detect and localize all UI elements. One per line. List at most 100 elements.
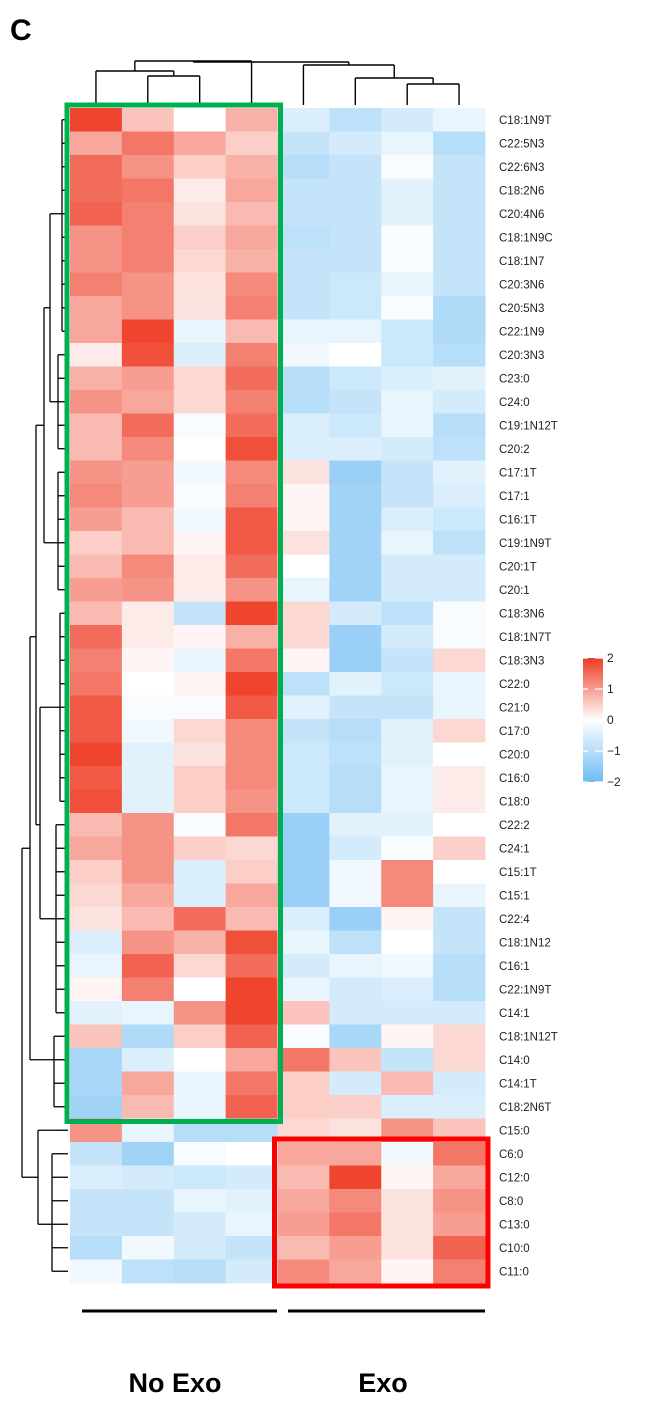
heatmap-cell (225, 883, 278, 908)
heatmap-cell (70, 1259, 123, 1284)
heatmap-cell (173, 1095, 227, 1119)
row-label: C18:0 (499, 796, 530, 808)
heatmap-cell (121, 131, 175, 156)
heatmap-cell (225, 1165, 278, 1190)
heatmap-cell (433, 108, 486, 132)
heatmap-cell (121, 272, 175, 297)
heatmap-cell (70, 672, 123, 696)
heatmap-cell (277, 719, 330, 743)
heatmap-cell (70, 977, 123, 1002)
heatmap-cell (121, 860, 175, 884)
heatmap-cell (381, 366, 434, 391)
heatmap-cell (277, 366, 330, 391)
heatmap-cell (121, 930, 175, 955)
row-label: C14:1 (499, 1008, 530, 1020)
heatmap-cell (121, 484, 175, 508)
heatmap-cell (173, 272, 227, 297)
heatmap-cell (433, 1071, 486, 1096)
heatmap-cell (329, 202, 382, 226)
heatmap-cell (381, 225, 434, 250)
heatmap-cell (277, 1259, 330, 1284)
row-label: C16:1 (499, 961, 530, 973)
row-label: C18:3N6 (499, 608, 544, 620)
heatmap-cell (433, 719, 486, 743)
heatmap-cell (70, 343, 123, 367)
heatmap-cell (225, 272, 278, 297)
heatmap-cell (329, 108, 382, 132)
heatmap-cell (225, 813, 278, 837)
heatmap-cell (433, 836, 486, 861)
heatmap-cell (329, 954, 382, 978)
heatmap-cell (225, 178, 278, 203)
row-labels: C18:1N9T C22:5N3 C22:6N3 C18:2N6 C20:4N6 C18:… (499, 115, 558, 1279)
heatmap-cell (173, 108, 227, 132)
heatmap-cell (225, 1001, 278, 1025)
row-label: C18:1N9C (499, 232, 553, 244)
heatmap-cell (225, 789, 278, 814)
heatmap-cell (381, 672, 434, 696)
heatmap-cell (121, 437, 175, 461)
heatmap-cell (121, 742, 175, 767)
heatmap-cell (277, 672, 330, 696)
legend-tick-label: −1 (607, 744, 621, 758)
heatmap-cell (70, 366, 123, 391)
heatmap-cell (225, 1142, 278, 1166)
heatmap-cell (329, 178, 382, 203)
heatmap-cell (225, 836, 278, 861)
heatmap-cell (433, 249, 486, 273)
row-label: C13:0 (499, 1219, 530, 1231)
legend-tick-label: 0 (607, 713, 614, 727)
heatmap-cell (121, 719, 175, 743)
heatmap-cell (121, 178, 175, 203)
heatmap-cell (225, 460, 278, 485)
heatmap-cell (225, 155, 278, 179)
heatmap-cell (329, 672, 382, 696)
heatmap-cell (70, 836, 123, 861)
heatmap-cell (433, 1189, 486, 1213)
heatmap-cell (277, 531, 330, 555)
heatmap-cell (70, 178, 123, 203)
heatmap-cell (173, 672, 227, 696)
heatmap-cell (225, 930, 278, 955)
heatmap-cell (173, 601, 227, 626)
heatmap-cell (70, 860, 123, 884)
heatmap-cell (381, 1142, 434, 1166)
heatmap-cell (329, 1024, 382, 1049)
heatmap-cell (433, 578, 486, 602)
heatmap-cell (329, 554, 382, 579)
heatmap-cell (121, 225, 175, 250)
panel-letter: C (10, 14, 32, 47)
heatmap-cell (277, 225, 330, 250)
heatmap-cell (225, 954, 278, 978)
heatmap-cell (277, 484, 330, 508)
heatmap-cell (70, 1048, 123, 1072)
heatmap-cell (277, 413, 330, 438)
column-dendrogram (95, 60, 460, 105)
row-label: C8:0 (499, 1196, 523, 1208)
heatmap-cell (173, 742, 227, 767)
heatmap-cell (277, 813, 330, 837)
heatmap-cell (225, 1024, 278, 1049)
row-label: C14:1T (499, 1078, 537, 1090)
heatmap-cell (70, 954, 123, 978)
heatmap-cell (381, 860, 434, 884)
heatmap-cell (329, 1236, 382, 1260)
row-label: C20:1T (499, 561, 537, 573)
heatmap-cell (329, 437, 382, 461)
heatmap-cell (277, 1001, 330, 1025)
heatmap-cell (277, 1165, 330, 1190)
heatmap-cell (381, 1024, 434, 1049)
no-exo-high-cluster-box (64, 102, 283, 1124)
row-label: C22:0 (499, 679, 530, 691)
heatmap-cell (173, 390, 227, 414)
heatmap-cell (433, 484, 486, 508)
heatmap-cell (329, 977, 382, 1002)
heatmap-cell (70, 766, 123, 790)
heatmap-cell (70, 719, 123, 743)
heatmap-cell (381, 977, 434, 1002)
row-label: C24:0 (499, 397, 530, 409)
heatmap-cell (277, 249, 330, 273)
heatmap-cell (70, 1024, 123, 1049)
legend-tick-label: 1 (607, 682, 614, 696)
